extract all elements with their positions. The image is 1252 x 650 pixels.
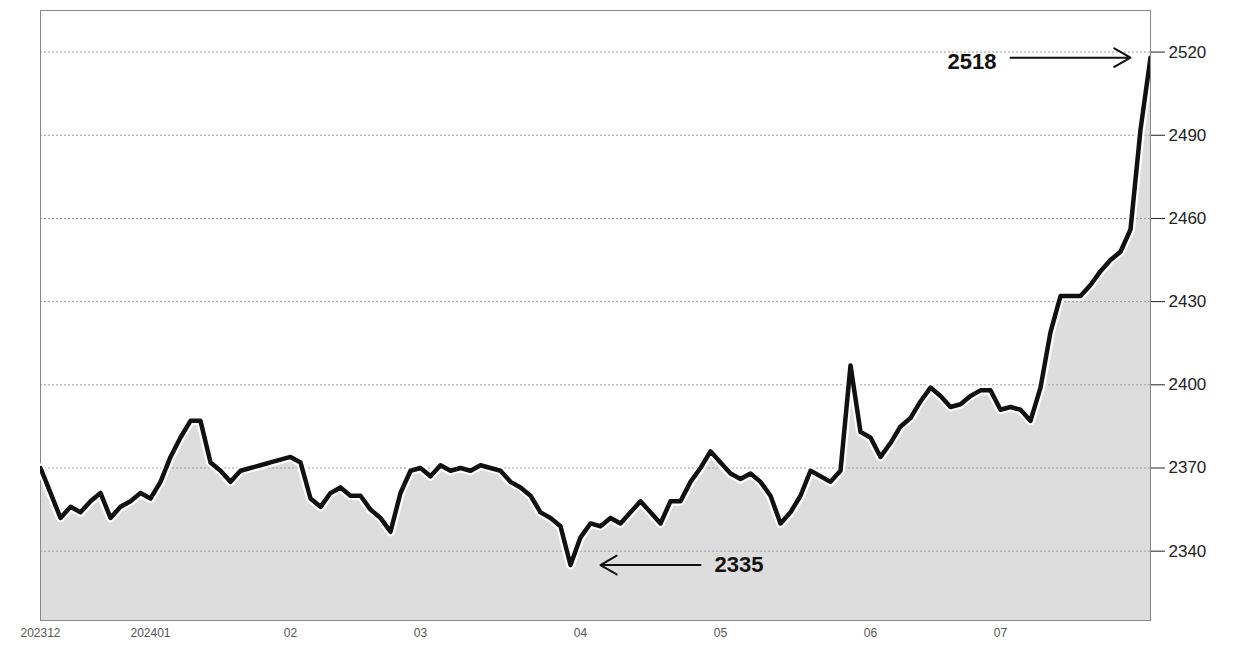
svg-text:2430: 2430 — [1169, 292, 1207, 311]
svg-text:2400: 2400 — [1169, 375, 1207, 394]
svg-text:2490: 2490 — [1169, 126, 1207, 145]
svg-text:2518: 2518 — [948, 49, 997, 74]
svg-text:05: 05 — [714, 626, 728, 640]
svg-text:06: 06 — [864, 626, 878, 640]
svg-text:2335: 2335 — [715, 552, 764, 577]
svg-text:2520: 2520 — [1169, 43, 1207, 62]
svg-text:07: 07 — [994, 626, 1008, 640]
svg-text:2370: 2370 — [1169, 458, 1207, 477]
svg-text:04: 04 — [574, 626, 588, 640]
svg-text:202312: 202312 — [20, 626, 60, 640]
svg-text:02: 02 — [284, 626, 298, 640]
svg-text:2340: 2340 — [1169, 542, 1207, 561]
svg-text:202401: 202401 — [130, 626, 170, 640]
svg-text:2460: 2460 — [1169, 209, 1207, 228]
svg-text:03: 03 — [414, 626, 428, 640]
